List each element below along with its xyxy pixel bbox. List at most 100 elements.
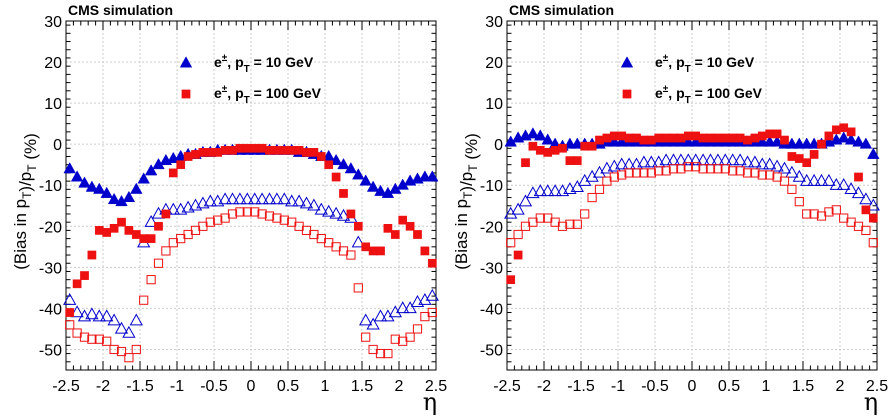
- data-point: [329, 153, 343, 166]
- data-point: [851, 186, 866, 199]
- data-point: [541, 133, 554, 145]
- y-tick-label: 30: [44, 14, 62, 31]
- legend-label: e±, pT = 100 GeV: [655, 84, 763, 106]
- data-point: [646, 135, 656, 145]
- data-point: [578, 173, 592, 186]
- data-point: [659, 153, 673, 166]
- data-point: [624, 168, 634, 178]
- data-point: [831, 125, 841, 135]
- data-point: [205, 217, 215, 227]
- chart-panel-1: -2.5 -2 -1.5 -1 -0.5 0 0.5 1 1.5 2 2.5 -50 -40 -30 -20…: [11, 2, 447, 416]
- data-point: [373, 309, 388, 322]
- data-point: [109, 344, 119, 355]
- data-point: [376, 246, 385, 256]
- y-tick-label: 0: [53, 137, 62, 154]
- data-point: [418, 292, 432, 305]
- legend-label-base: e: [655, 54, 663, 70]
- data-point: [240, 192, 254, 205]
- series-filled-square: [506, 123, 878, 285]
- data-point: [153, 258, 164, 268]
- data-point: [375, 348, 386, 359]
- data-point: [632, 133, 641, 143]
- y-tick-label: -10: [39, 178, 62, 195]
- data-point: [506, 275, 516, 285]
- x-tick-label: 2: [836, 378, 845, 395]
- data-point: [689, 153, 703, 166]
- data-point: [594, 184, 605, 194]
- data-point: [161, 246, 171, 256]
- x-tick-label: -1: [170, 378, 184, 395]
- x-tick-label: -0.5: [641, 378, 669, 395]
- data-point: [691, 131, 701, 141]
- data-point: [609, 131, 619, 141]
- data-point: [154, 221, 163, 231]
- data-point: [824, 131, 834, 141]
- data-point: [390, 334, 400, 344]
- data-point: [535, 145, 545, 155]
- data-point: [852, 135, 865, 147]
- data-point: [70, 305, 84, 318]
- data-point: [720, 164, 730, 174]
- legend-label-tail: = 100 GeV: [691, 85, 763, 101]
- data-point: [550, 145, 560, 155]
- legend-label: e±, pT = 100 GeV: [214, 84, 322, 106]
- y-axis-title-part: (%): [21, 133, 40, 164]
- data-point: [272, 213, 282, 223]
- data-point: [740, 155, 755, 168]
- x-tick-label: 0: [688, 378, 697, 395]
- data-point: [131, 230, 141, 239]
- data-point: [242, 143, 252, 153]
- data-point: [331, 172, 341, 182]
- data-point: [250, 207, 260, 217]
- chart-panel-2: -2.5 -2 -1.5 -1 -0.5 0 0.5 1 1.5 2 2.5 -50 -40 -30 -20…: [452, 2, 888, 416]
- data-point: [265, 145, 274, 155]
- data-point: [220, 145, 230, 155]
- data-point: [279, 215, 289, 225]
- data-point: [624, 133, 634, 143]
- data-point: [661, 133, 671, 143]
- x-tick-label: 1.5: [792, 378, 814, 395]
- x-tick-label: 2.5: [425, 378, 447, 395]
- data-point: [87, 334, 97, 344]
- data-point: [336, 208, 351, 221]
- y-axis-title-part: )/p: [457, 172, 476, 192]
- data-point: [587, 141, 597, 151]
- y-tick-label: 20: [485, 55, 503, 72]
- y-tick-label: 10: [44, 96, 62, 113]
- data-point: [368, 246, 378, 256]
- y-tick-label: -50: [480, 342, 503, 359]
- chart-title: CMS simulation: [68, 2, 173, 18]
- y-axis-title: (Bias in pT)/pT (%): [452, 133, 481, 270]
- data-point: [743, 135, 752, 145]
- x-tick-label: -0.5: [200, 378, 228, 395]
- data-point: [541, 184, 555, 197]
- data-point: [361, 242, 371, 252]
- data-point: [726, 153, 740, 166]
- data-point: [809, 150, 819, 159]
- data-point: [94, 226, 104, 235]
- legend-label-superscript: ±: [222, 84, 228, 95]
- data-point: [506, 238, 516, 248]
- data-point: [233, 192, 247, 205]
- data-point: [302, 148, 311, 157]
- y-tick-label: 0: [494, 137, 503, 154]
- data-point: [161, 209, 171, 219]
- data-point: [344, 162, 358, 174]
- data-point: [861, 225, 871, 236]
- y-tick-label: -20: [39, 219, 62, 236]
- data-point: [792, 169, 806, 182]
- data-point: [587, 192, 597, 203]
- data-point: [698, 133, 708, 143]
- data-point: [646, 168, 656, 178]
- data-point: [763, 157, 777, 170]
- y-tick-label: -40: [39, 301, 62, 318]
- x-tick-label: -1.5: [567, 378, 595, 395]
- data-point: [669, 133, 678, 143]
- legend-label-base: e: [214, 54, 222, 70]
- data-point: [124, 226, 134, 235]
- x-tick-label: 2.5: [866, 378, 888, 395]
- data-point: [339, 189, 348, 198]
- data-point: [617, 131, 627, 141]
- data-point: [166, 202, 180, 215]
